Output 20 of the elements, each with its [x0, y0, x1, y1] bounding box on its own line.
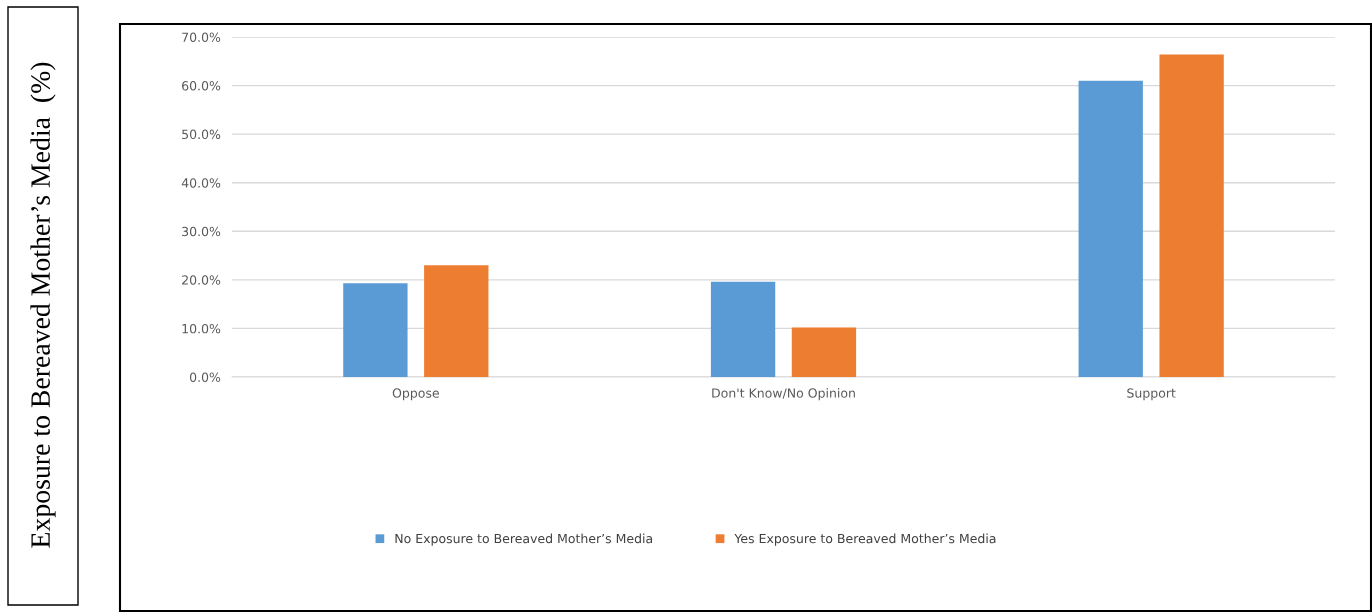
legend-label: Yes Exposure to Bereaved Mother’s Media: [734, 533, 996, 546]
y-tick-label: 70.0%: [182, 32, 221, 42]
legend-label: No Exposure to Bereaved Mother’s Media: [395, 533, 653, 546]
bar: [1078, 80, 1143, 377]
y-tick-label: 30.0%: [182, 226, 221, 237]
y-tick-label: 50.0%: [182, 129, 221, 140]
bar: [424, 265, 489, 377]
y-tick-label: 10.0%: [182, 323, 221, 334]
bar: [710, 281, 776, 377]
bar: [1159, 54, 1224, 377]
y-tick-label: 40.0%: [181, 178, 221, 188]
y-axis-title: Exposure to Bereaved Mother’s Media (%): [30, 62, 56, 548]
y-tick-label: 20.0%: [182, 275, 221, 285]
y-tick-label: 60.0%: [182, 81, 221, 91]
x-tick-label: Support: [1127, 388, 1176, 401]
bar: [343, 283, 408, 377]
bar: [791, 327, 857, 377]
x-tick-label: Oppose: [392, 388, 439, 401]
x-tick-label: Don't Know/No Opinion: [712, 388, 855, 401]
y-tick-label: 0.0%: [189, 372, 221, 382]
